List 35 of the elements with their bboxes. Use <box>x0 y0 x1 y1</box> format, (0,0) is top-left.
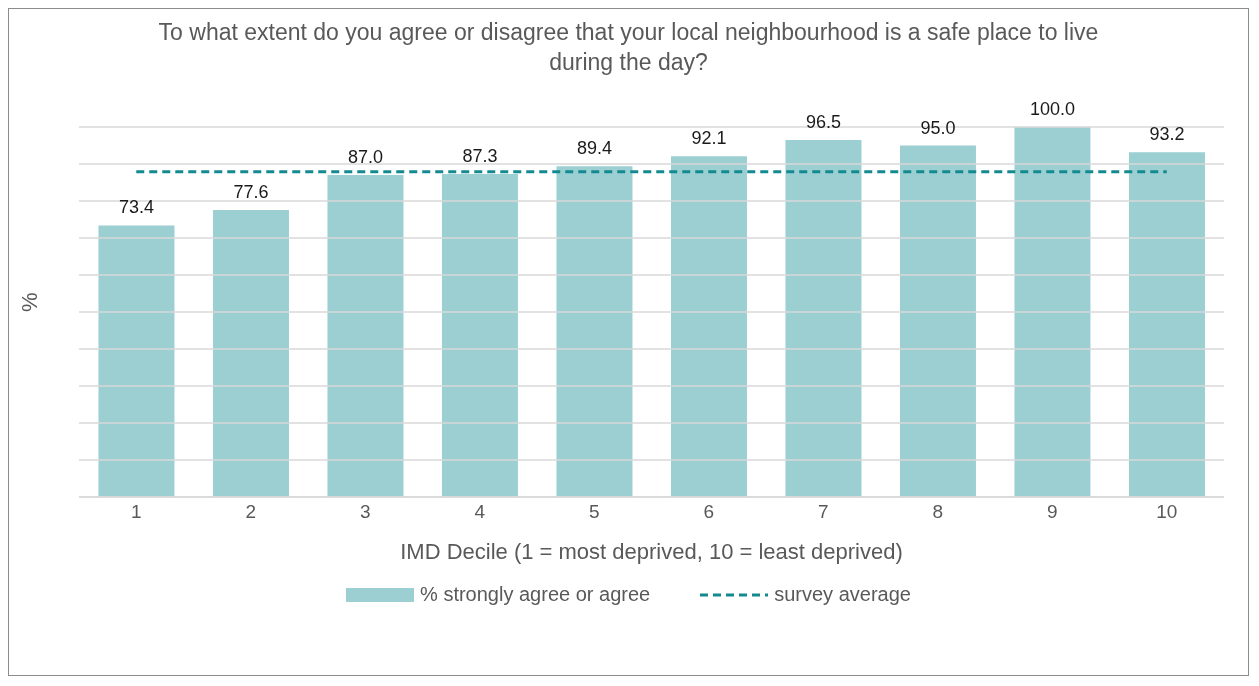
data-label: 73.4 <box>118 197 154 218</box>
y-axis-title: % <box>16 292 42 312</box>
bar <box>1128 152 1205 497</box>
bar <box>327 175 404 497</box>
x-tick-label: 1 <box>130 501 142 523</box>
x-tick-label: 4 <box>474 501 486 523</box>
bar <box>899 145 976 497</box>
bar <box>556 166 633 497</box>
legend-label: survey average <box>774 583 911 606</box>
x-tick-label: 8 <box>932 501 944 523</box>
data-label: 89.4 <box>576 138 612 159</box>
data-label: 93.2 <box>1149 124 1185 145</box>
bar <box>785 139 862 497</box>
x-tick-label: 7 <box>817 501 829 523</box>
bar <box>1014 127 1091 497</box>
data-label: 87.3 <box>462 145 498 166</box>
x-tick-label: 3 <box>359 501 371 523</box>
data-label: 95.0 <box>920 117 956 138</box>
x-tick-label: 9 <box>1046 501 1058 523</box>
data-label: 87.0 <box>347 147 383 168</box>
bar <box>212 209 289 497</box>
bar <box>441 173 518 497</box>
legend-label: % strongly agree or agree <box>420 583 651 606</box>
data-label: 100.0 <box>1029 99 1075 119</box>
x-tick-label: 6 <box>703 501 715 523</box>
chart-title: To what extent do you agree or disagree that your local neighbourhood is a safe place to live during the day? <box>157 18 1100 77</box>
data-label: 92.1 <box>691 128 727 149</box>
bar <box>98 225 175 497</box>
x-tick-label: 5 <box>588 501 600 523</box>
bar <box>670 156 747 497</box>
data-label: 77.6 <box>233 181 269 202</box>
x-tick-label: 2 <box>245 501 257 523</box>
data-label: 96.5 <box>805 111 841 132</box>
x-axis-title: IMD Decile (1 = most deprived, 10 = least deprived) <box>400 539 903 564</box>
x-tick-label: 10 <box>1156 501 1178 523</box>
